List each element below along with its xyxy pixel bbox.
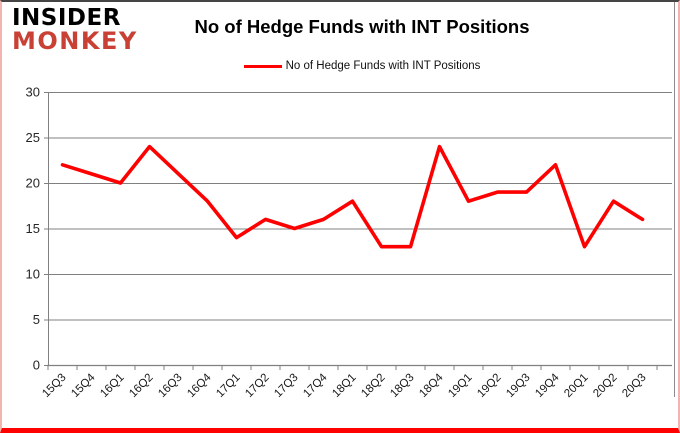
x-tick-label: 16Q2 <box>127 372 155 400</box>
y-tick-label: 20 <box>26 176 40 191</box>
data-series-line <box>60 144 645 249</box>
x-tick-label: 16Q3 <box>156 372 184 400</box>
chart-title: No of Hedge Funds with INT Positions <box>194 16 530 37</box>
x-tick-label: 18Q4 <box>417 371 446 400</box>
x-tick-label: 16Q1 <box>98 372 126 400</box>
x-tick-label: 15Q4 <box>69 371 98 400</box>
x-tick-label: 18Q3 <box>388 372 416 400</box>
x-tick-label: 17Q2 <box>243 372 271 400</box>
y-tick-label: 30 <box>26 85 40 100</box>
x-tick-label: 20Q2 <box>591 372 619 400</box>
y-tick-label: 25 <box>26 130 40 145</box>
x-tick-label: 18Q2 <box>359 372 387 400</box>
x-tick-label: 17Q3 <box>272 372 300 400</box>
x-tick-label: 15Q3 <box>40 372 68 400</box>
x-tick-label: 17Q4 <box>301 371 330 400</box>
legend-label: No of Hedge Funds with INT Positions <box>285 60 481 72</box>
x-tick-label: 19Q2 <box>475 372 503 400</box>
y-tick-label: 0 <box>33 358 40 373</box>
legend-line-swatch <box>243 64 282 68</box>
x-tick-label: 19Q1 <box>446 372 474 400</box>
x-tick-label: 20Q1 <box>562 372 590 400</box>
chart-frame-right-border <box>673 2 675 397</box>
logo-text-monkey: MONKEY <box>12 26 138 55</box>
chart-legend: No of Hedge Funds with INT Positions <box>50 58 674 74</box>
y-tick-label: 5 <box>33 312 40 327</box>
x-tick-label: 20Q3 <box>620 372 648 400</box>
x-tick-label: 19Q3 <box>504 372 532 400</box>
x-tick-label: 18Q1 <box>330 372 358 400</box>
y-tick-label: 10 <box>26 267 40 282</box>
insider-monkey-logo: INSIDER MONKEY <box>12 5 138 55</box>
x-tick-label: 19Q4 <box>533 371 562 400</box>
logo-text-insider: INSIDER <box>12 5 121 31</box>
y-tick-label: 15 <box>26 221 40 236</box>
x-tick-label: 16Q4 <box>185 371 214 400</box>
x-tick-label: 17Q1 <box>214 372 242 400</box>
